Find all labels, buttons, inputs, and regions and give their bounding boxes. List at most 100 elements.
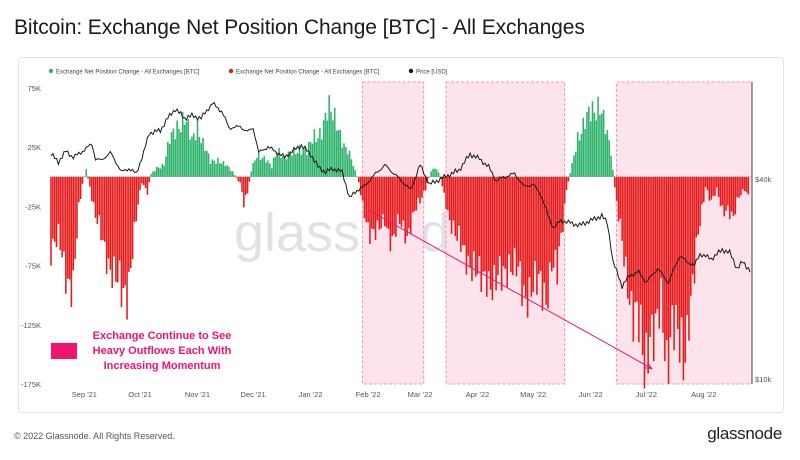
trend-arrow [367,209,653,370]
bar [374,176,377,240]
bar [178,129,180,177]
bar [534,176,536,262]
bar [161,163,164,177]
bar [430,171,432,177]
bar [541,176,544,311]
bar [595,120,597,177]
bar [137,176,139,205]
x-tick-label: Aug '22 [691,390,716,399]
bar [328,95,330,177]
bar [384,176,386,227]
bar [558,176,560,247]
bar [59,176,62,251]
bar [350,159,353,177]
bar [547,176,549,309]
bar [115,176,117,282]
bar [135,176,138,222]
bar [330,111,332,177]
bar [565,176,568,190]
y-tick-label: -175K [21,380,41,389]
chart-panel: glassnode 75K 25K -25K -75K -125K -175K $40k $… [18,57,784,413]
bar [252,163,254,177]
bar [411,176,414,213]
bar [721,176,724,206]
annotation-line: Increasing Momentum [104,360,221,372]
bar [85,169,88,177]
bar [545,176,547,305]
bar [89,176,91,187]
bar [94,176,97,218]
bar [235,176,238,178]
bar [743,176,746,192]
bar [250,171,253,177]
bar [363,176,366,219]
bar [667,176,670,384]
bar [204,150,206,177]
bar [185,122,188,177]
bar [688,176,690,341]
bar [584,128,586,177]
bar [417,176,419,198]
bar [380,176,382,229]
bar [218,163,221,177]
bar [641,176,644,356]
bar [61,176,63,258]
legend-dot [48,68,54,74]
bar [652,176,655,362]
bar [354,170,356,177]
bar [447,176,449,211]
bar [489,176,492,290]
bar [740,176,742,196]
bar [189,139,191,177]
bar [593,112,596,177]
bar [81,176,84,184]
bar [725,176,727,211]
bar [267,160,269,177]
bar [302,148,304,177]
bar [198,136,201,177]
bar [606,130,609,177]
y-tick-label: 25K [28,143,41,152]
bar [120,176,123,308]
bar [469,176,471,268]
bar [662,176,664,333]
bar [202,137,204,177]
bar [409,176,412,235]
bar [70,176,73,307]
legend-dot [408,68,414,74]
bar [573,155,575,177]
bar [484,176,486,272]
bar [291,155,293,177]
y-tick-label: -75K [25,262,41,271]
bar [745,176,748,193]
bar [560,176,562,233]
y2-tick-label: $10k [755,375,772,384]
bar [213,160,215,177]
bar [313,129,316,177]
bar [732,176,735,216]
bar [463,176,466,246]
bar [261,158,264,177]
bar [599,115,601,177]
bar [526,176,529,318]
bar [508,176,510,255]
bar [563,176,566,204]
bar [263,155,266,177]
bar [400,176,403,228]
bar [552,176,555,268]
bar [708,176,711,201]
bar [300,154,303,177]
bar [304,147,306,177]
bar [678,176,681,363]
bar [597,96,599,177]
bar [610,155,612,177]
bar [734,176,737,215]
bar [714,176,716,196]
bar [128,176,130,272]
bar [562,176,564,233]
bar [387,176,390,229]
bar [500,176,503,291]
bar [654,176,657,314]
bar [556,176,559,285]
